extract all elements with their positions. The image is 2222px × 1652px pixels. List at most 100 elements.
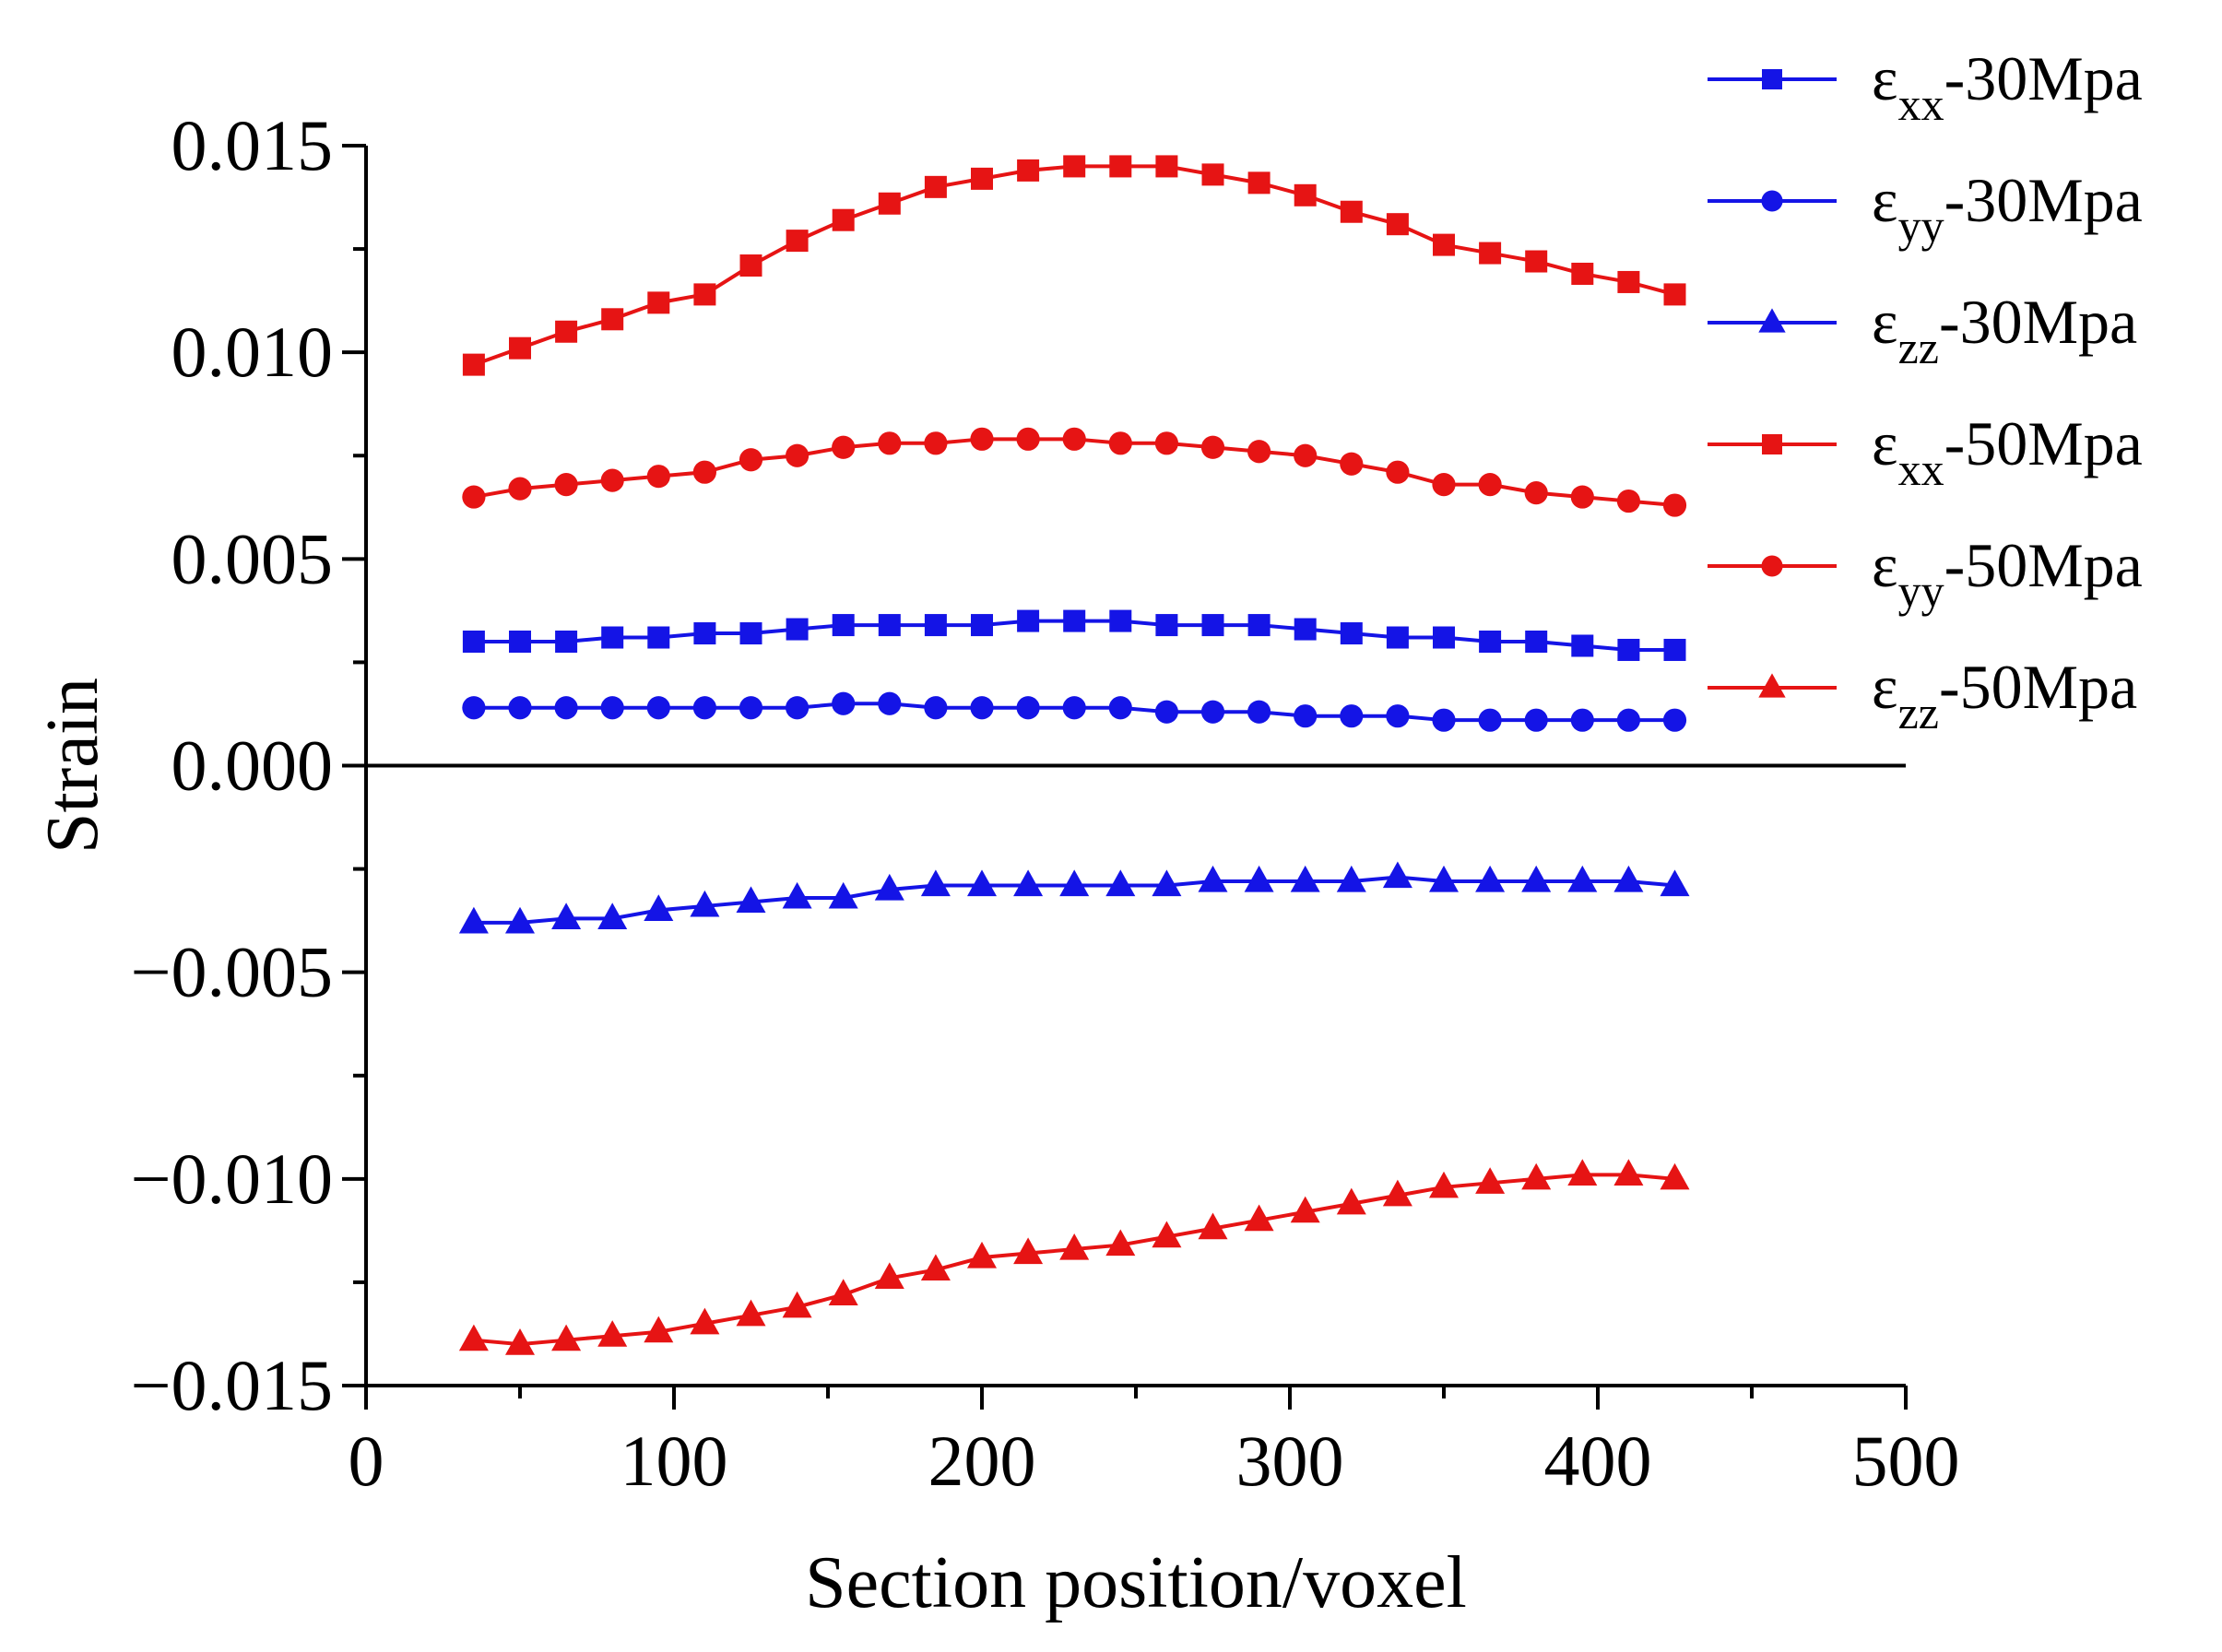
x-axis-title: Section position/voxel: [805, 1542, 1467, 1623]
legend-marker-circle-icon: [1761, 190, 1783, 212]
data-point: [1247, 440, 1271, 464]
data-point: [1016, 696, 1040, 720]
legend-item: εxx-30Mpa: [1708, 43, 2143, 130]
legend-marker-triangle-icon: [1758, 673, 1786, 698]
data-point: [1105, 869, 1136, 897]
data-point: [462, 631, 485, 653]
data-point: [920, 1254, 951, 1281]
y-tick-label: 0.005: [171, 518, 334, 598]
data-point: [1152, 869, 1182, 897]
data-point: [1475, 1167, 1506, 1194]
legend-label: εzz-50Mpa: [1872, 652, 2137, 738]
data-point: [786, 443, 810, 467]
data-point: [646, 696, 670, 720]
legend-marker-circle-icon: [1761, 555, 1783, 577]
legend-item: εyy-50Mpa: [1708, 530, 2143, 617]
data-point: [1294, 183, 1317, 206]
legend-label-suffix: -30Mpa: [1939, 287, 2137, 357]
data-point: [739, 622, 762, 645]
legend-label: εyy-50Mpa: [1872, 530, 2143, 617]
series-square-3: [462, 155, 1686, 376]
data-point: [554, 473, 578, 497]
y-tick-label: −0.005: [131, 932, 334, 1012]
y-tick-label: 0.000: [171, 726, 334, 806]
data-point: [462, 353, 485, 376]
data-point: [739, 696, 763, 720]
x-tick-label: 500: [1852, 1421, 1960, 1501]
y-tick-label: −0.010: [131, 1139, 334, 1219]
data-point: [1108, 431, 1132, 455]
data-point: [1201, 614, 1224, 637]
data-point: [1244, 865, 1274, 892]
legend-label-main: ε: [1872, 165, 1898, 235]
data-point: [1478, 473, 1502, 497]
data-point: [1109, 609, 1132, 632]
legend-label-main: ε: [1872, 530, 1898, 600]
legend-item: εxx-50Mpa: [1708, 408, 2143, 495]
data-point: [1244, 1204, 1274, 1232]
data-point: [878, 691, 902, 715]
y-tick-label: 0.010: [171, 312, 334, 392]
data-point: [1570, 485, 1594, 509]
legend-label: εxx-30Mpa: [1872, 43, 2143, 130]
legend-label-suffix: -50Mpa: [1944, 530, 2143, 600]
data-point: [690, 890, 720, 917]
legend-label-suffix: -30Mpa: [1944, 43, 2143, 113]
data-point: [1155, 614, 1178, 637]
data-point: [1525, 250, 1548, 273]
data-point: [555, 631, 578, 653]
data-point: [504, 1328, 536, 1355]
data-point: [1340, 452, 1364, 476]
legend-label-subscript: zz: [1898, 687, 1939, 738]
data-point: [1017, 159, 1040, 182]
data-point: [458, 906, 489, 934]
data-point: [966, 1241, 998, 1268]
data-point: [1152, 1221, 1182, 1248]
y-tick-label: 0.015: [171, 105, 334, 185]
data-point: [1382, 1179, 1412, 1207]
data-point: [1247, 700, 1271, 724]
x-tick-label: 300: [1236, 1421, 1344, 1501]
data-point: [1432, 708, 1456, 732]
data-point: [1571, 634, 1594, 657]
data-point: [924, 431, 948, 455]
data-point: [1386, 460, 1410, 484]
legend-label-subscript: xx: [1898, 78, 1944, 130]
data-point: [1017, 609, 1040, 632]
data-point: [1478, 708, 1502, 732]
data-point: [551, 1324, 582, 1351]
data-point: [647, 291, 670, 314]
legend-label-subscript: xx: [1898, 443, 1944, 495]
data-point: [878, 431, 902, 455]
data-point: [1059, 1233, 1090, 1260]
y-tick-label: −0.015: [131, 1345, 334, 1425]
data-point: [1386, 704, 1410, 728]
legend-label: εzz-30Mpa: [1872, 287, 2137, 373]
data-point: [508, 477, 532, 501]
data-point: [1433, 233, 1455, 256]
data-point: [1660, 869, 1690, 897]
data-point: [786, 618, 809, 641]
data-point: [555, 320, 578, 343]
legend-marker-square-icon: [1762, 69, 1782, 89]
y-axis-title: Strain: [32, 678, 113, 854]
data-point: [1475, 865, 1506, 892]
data-point: [739, 448, 763, 472]
data-point: [736, 1299, 766, 1327]
legend-label-suffix: -50Mpa: [1939, 652, 2137, 722]
data-point: [1340, 704, 1364, 728]
data-point: [1428, 865, 1460, 892]
data-point: [1432, 473, 1456, 497]
data-point: [1294, 618, 1317, 641]
data-point: [1247, 171, 1271, 195]
data-point: [458, 1324, 489, 1351]
data-point: [1570, 708, 1594, 732]
data-point: [1340, 200, 1363, 223]
data-point: [832, 691, 856, 715]
data-point: [1616, 489, 1640, 513]
data-point: [1198, 865, 1228, 892]
data-point: [1109, 155, 1132, 178]
data-point: [786, 230, 809, 253]
data-point: [1428, 1171, 1460, 1198]
